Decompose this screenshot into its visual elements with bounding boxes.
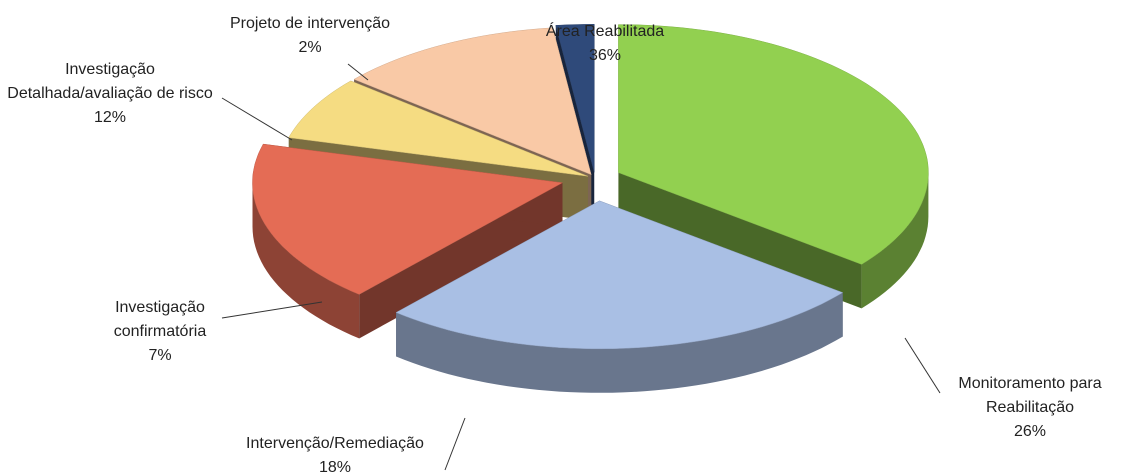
slice-top — [618, 24, 929, 265]
leader-line — [444, 417, 466, 471]
leader-line — [904, 337, 941, 394]
data-label: Área Reabilitada 36% — [505, 20, 705, 68]
data-label: Investigação Detalhada/avaliação de risc… — [0, 58, 220, 130]
data-label: Monitoramento para Reabilitação 26% — [930, 372, 1130, 444]
slice-top — [555, 24, 595, 173]
value-label: 26% — [1013, 423, 1047, 440]
slice-wall — [861, 172, 929, 309]
value-label: 12% — [93, 109, 127, 126]
leader-line — [221, 97, 293, 141]
leader-line — [347, 63, 369, 81]
slice-wall — [252, 182, 360, 339]
data-label: Investigação confirmatória 7% — [70, 296, 250, 368]
slice-side — [618, 172, 862, 309]
category-label: Investigação confirmatória — [113, 299, 207, 340]
data-label: Projeto de intervenção 2% — [195, 12, 425, 60]
value-label: 7% — [148, 347, 172, 364]
category-label: Monitoramento para Reabilitação — [958, 375, 1102, 416]
slice — [395, 200, 844, 393]
slice-top — [288, 80, 589, 177]
category-label: Projeto de intervenção — [229, 15, 391, 32]
data-label: Intervenção/Remediação 18% — [200, 432, 470, 475]
value-label: 36% — [588, 47, 622, 64]
slice-side — [359, 182, 563, 339]
category-label: Área Reabilitada — [545, 23, 665, 40]
slice-top — [252, 143, 564, 295]
slice — [252, 143, 564, 339]
slice — [618, 24, 929, 309]
category-label: Intervenção/Remediação — [246, 435, 424, 452]
slice-wall — [396, 292, 843, 393]
slice-top — [353, 27, 592, 176]
value-label: 18% — [318, 459, 352, 475]
category-label: Investigação Detalhada/avaliação de risc… — [7, 61, 213, 102]
slice-top — [395, 200, 844, 350]
value-label: 2% — [298, 39, 322, 56]
leader-line — [221, 301, 323, 319]
